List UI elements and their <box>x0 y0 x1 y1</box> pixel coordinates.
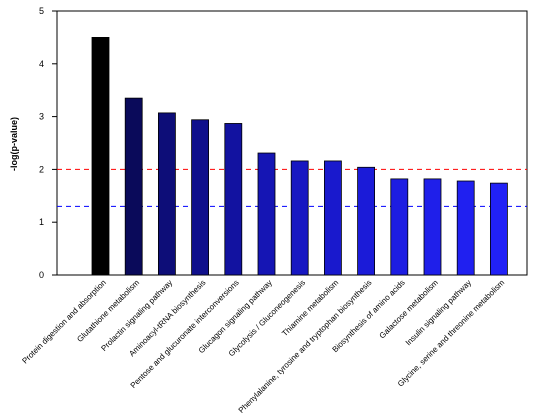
bar <box>124 97 143 276</box>
x-tick-label: Galactose metabolism <box>378 278 441 341</box>
bar <box>390 178 409 276</box>
bar <box>191 119 210 276</box>
bar <box>323 160 342 276</box>
bar <box>257 152 276 276</box>
y-tick-label: 4 <box>39 59 44 69</box>
y-tick-label: 5 <box>39 6 44 16</box>
x-tick-label: Glutathione metabolism <box>75 278 141 344</box>
x-tick-label: Thiamine metabolism <box>280 278 340 338</box>
bar <box>423 178 442 276</box>
y-tick-label: 1 <box>39 217 44 227</box>
bar <box>157 112 176 276</box>
y-tick-label: 2 <box>39 164 44 174</box>
x-axis-labels: Protein digestion and absorptionGlutathi… <box>20 278 506 415</box>
bar <box>290 160 309 276</box>
bar <box>456 180 475 276</box>
bar <box>91 37 110 276</box>
y-tick-label: 3 <box>39 112 44 122</box>
bar <box>357 166 376 276</box>
y-axis-title: -log(p-value) <box>9 117 19 171</box>
x-tick-label: Insulin signaling pathway <box>404 278 473 347</box>
y-axis: 0 1 2 3 4 5 <box>39 6 57 280</box>
bars <box>91 37 508 276</box>
y-tick-label: 0 <box>39 270 44 280</box>
bar <box>489 182 508 276</box>
bar <box>224 123 243 276</box>
